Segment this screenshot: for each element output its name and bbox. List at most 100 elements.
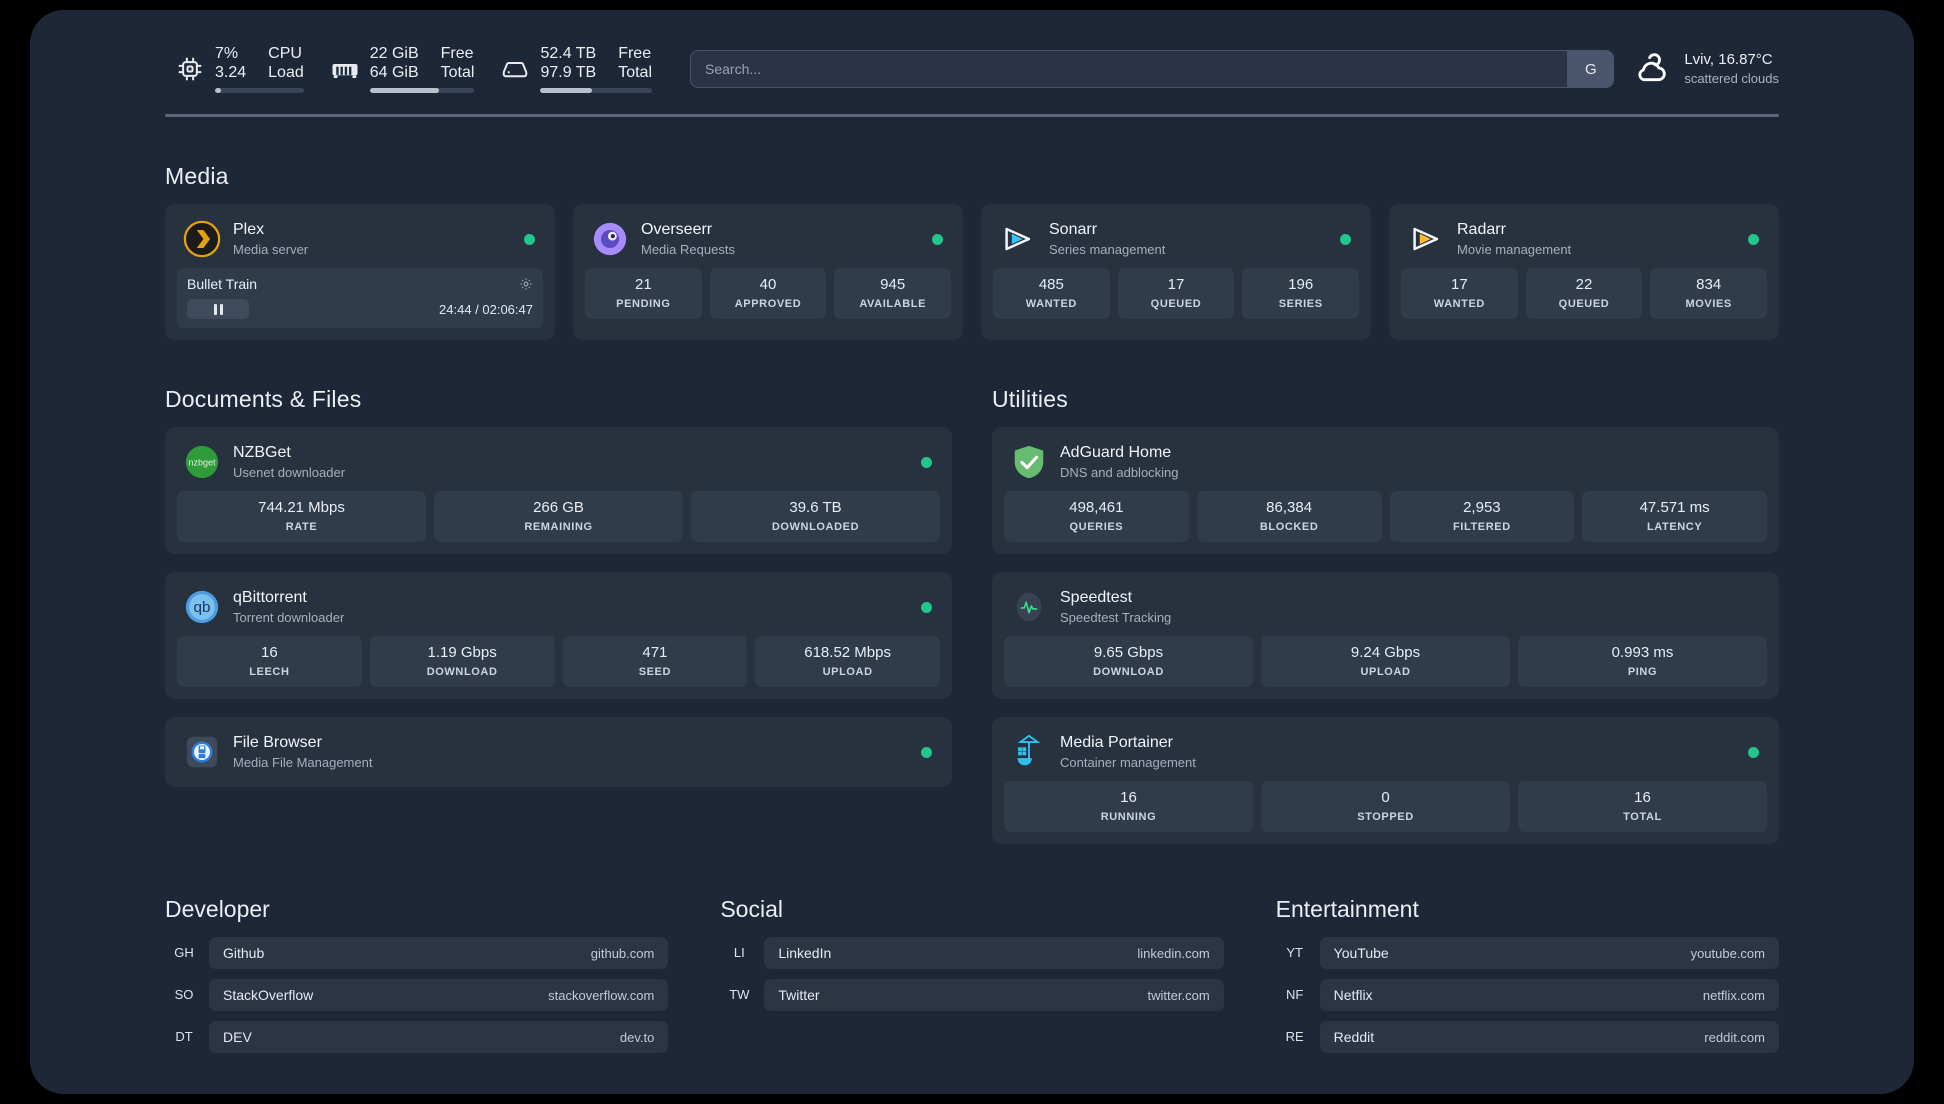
stat-value: 618.52 Mbps [804, 644, 891, 661]
gear-icon[interactable] [519, 277, 533, 291]
bookmarks-area: Developer GH Github github.com SO [165, 896, 1779, 1053]
card-stats: 485 WANTED 17 QUEUED 196 SERIES [993, 268, 1360, 319]
stat-cell: 9.65 Gbps DOWNLOAD [1004, 636, 1253, 687]
bookmark-item-reddit[interactable]: RE Reddit reddit.com [1276, 1021, 1779, 1053]
now-playing-title: Bullet Train [187, 276, 258, 292]
service-card-file-browser[interactable]: File Browser Media File Management [165, 717, 952, 787]
stat-value: 47.571 ms [1639, 499, 1710, 516]
cloud-icon [1632, 49, 1672, 89]
disk-label-top: Free [618, 45, 652, 62]
bookmark-pill[interactable]: Github github.com [209, 937, 669, 969]
status-indicator [921, 601, 932, 613]
bookmark-item-youtube[interactable]: YT YouTube youtube.com [1276, 937, 1779, 969]
cpu-percent: 7% [215, 45, 239, 62]
file-browser-icon [183, 733, 221, 771]
service-card-nzbget[interactable]: nzbget NZBGet Usenet downloader 74 [165, 427, 952, 554]
memory-usage-bar [369, 88, 475, 93]
card-header: File Browser Media File Management [177, 729, 940, 775]
search-engine-button[interactable]: G [1567, 51, 1614, 87]
card-stats: 21 PENDING 40 APPROVED 945 AVAILABLE [585, 268, 952, 319]
stat-label: DOWNLOAD [1093, 666, 1164, 678]
stat-label: PENDING [616, 298, 671, 310]
card-stats: 16 LEECH 1.19 Gbps DOWNLOAD 471 SEED [177, 636, 940, 687]
bookmark-badge: TW [729, 987, 750, 1002]
bookmark-url: twitter.com [1147, 987, 1210, 1003]
search-bar[interactable]: G [690, 50, 1615, 88]
card-title: qBittorrent [233, 589, 307, 606]
bookmark-badge: SO [174, 987, 194, 1002]
bookmark-url: stackoverflow.com [548, 987, 655, 1003]
memory-stat-group: 22 GiB 64 GiB Free Total [330, 45, 475, 93]
stat-cell: 16 RUNNING [1004, 781, 1253, 832]
bookmark-name: DEV [223, 1029, 252, 1045]
card-title: Overseerr [641, 221, 713, 238]
cpu-label-top: CPU [268, 45, 302, 62]
card-header: qb qBittorrent Torrent downloader [177, 584, 940, 626]
bookmark-pill[interactable]: LinkedIn linkedin.com [764, 937, 1224, 969]
card-title: Sonarr [1049, 221, 1098, 238]
bookmark-item-dev[interactable]: DT DEV dev.to [165, 1021, 669, 1053]
bookmark-pill[interactable]: Twitter twitter.com [764, 979, 1224, 1011]
stat-cell: 945 AVAILABLE [834, 268, 952, 319]
bookmark-pill[interactable]: YouTube youtube.com [1319, 937, 1779, 969]
stat-value: 196 [1288, 276, 1314, 293]
card-subtitle: Torrent downloader [233, 610, 345, 625]
card-title: Media Portainer [1060, 734, 1173, 751]
service-card-speedtest[interactable]: Speedtest Speedtest Tracking 9.65 Gbps D… [992, 572, 1779, 699]
stat-label: REMAINING [524, 521, 593, 533]
weather-widget: Lviv, 16.87°C scattered clouds [1632, 49, 1779, 89]
service-card-adguard-home[interactable]: AdGuard Home DNS and adblocking 498,461 … [992, 427, 1779, 554]
bookmark-pill[interactable]: Netflix netflix.com [1319, 979, 1779, 1011]
bookmark-list: LI LinkedIn linkedin.com TW Twitter twit… [720, 937, 1224, 1011]
card-header: Overseerr Media Requests [585, 216, 951, 258]
lower-columns: Documents & Files nzbget NZBGet [165, 340, 1779, 844]
bookmark-item-twitter[interactable]: TW Twitter twitter.com [720, 979, 1224, 1011]
stat-cell: 498,461 QUERIES [1004, 491, 1189, 542]
stat-label: AVAILABLE [859, 298, 927, 310]
card-title: Radarr [1457, 221, 1506, 238]
stat-cell: 47.571 ms LATENCY [1582, 491, 1767, 542]
card-title: Speedtest [1060, 589, 1133, 606]
bookmark-badge: YT [1286, 945, 1303, 960]
stat-label: RUNNING [1100, 811, 1157, 823]
stat-label: SEED [638, 666, 672, 678]
bookmark-group-entertainment: Entertainment YT YouTube youtube.com NF [1276, 896, 1779, 1053]
bookmark-name: Reddit [1333, 1029, 1375, 1045]
bookmark-pill[interactable]: StackOverflow stackoverflow.com [209, 979, 669, 1011]
stat-label: QUEUED [1150, 298, 1202, 310]
adguard-shield-icon [1010, 443, 1048, 481]
stat-value: 945 [880, 276, 906, 293]
stat-cell: 22 QUEUED [1525, 268, 1643, 319]
stat-label: WANTED [1433, 298, 1485, 310]
service-card-overseerr[interactable]: Overseerr Media Requests 21 PENDING 40 A… [573, 204, 963, 340]
stat-label: UPLOAD [1360, 666, 1411, 678]
search-input[interactable] [691, 51, 1568, 87]
bookmark-item-stackoverflow[interactable]: SO StackOverflow stackoverflow.com [165, 979, 669, 1011]
bookmark-list: GH Github github.com SO StackOverflow st… [165, 937, 669, 1053]
service-card-media-portainer[interactable]: Media Portainer Container management 16 … [992, 717, 1779, 844]
bookmark-item-github[interactable]: GH Github github.com [165, 937, 669, 969]
stat-value: 21 [634, 276, 652, 293]
stat-label: UPLOAD [822, 666, 873, 678]
card-header: Sonarr Series management [993, 216, 1359, 258]
stat-label: QUEUED [1558, 298, 1610, 310]
bookmark-pill[interactable]: Reddit reddit.com [1319, 1021, 1779, 1053]
status-indicator [932, 233, 943, 245]
media-card-grid: Plex Media server Bullet Train [165, 204, 1779, 340]
bookmark-pill[interactable]: DEV dev.to [209, 1021, 669, 1053]
service-card-qbittorrent[interactable]: qb qBittorrent Torrent downloader [165, 572, 952, 699]
card-subtitle: DNS and adblocking [1060, 465, 1179, 480]
stat-value: 2,953 [1463, 499, 1501, 516]
card-subtitle: Media Requests [641, 242, 735, 257]
pause-button[interactable] [187, 299, 249, 319]
service-card-radarr[interactable]: Radarr Movie management 17 WANTED 22 QUE… [1389, 204, 1779, 340]
service-card-plex[interactable]: Plex Media server Bullet Train [165, 204, 555, 340]
service-card-sonarr[interactable]: Sonarr Series management 485 WANTED 17 Q… [981, 204, 1371, 340]
bookmark-url: netflix.com [1702, 987, 1765, 1003]
bookmark-item-netflix[interactable]: NF Netflix netflix.com [1276, 979, 1779, 1011]
bookmark-item-linkedin[interactable]: LI LinkedIn linkedin.com [720, 937, 1224, 969]
svg-text:qb: qb [194, 599, 211, 616]
memory-label-bottom: Total [440, 64, 475, 81]
bookmark-badge: GH [174, 945, 194, 960]
